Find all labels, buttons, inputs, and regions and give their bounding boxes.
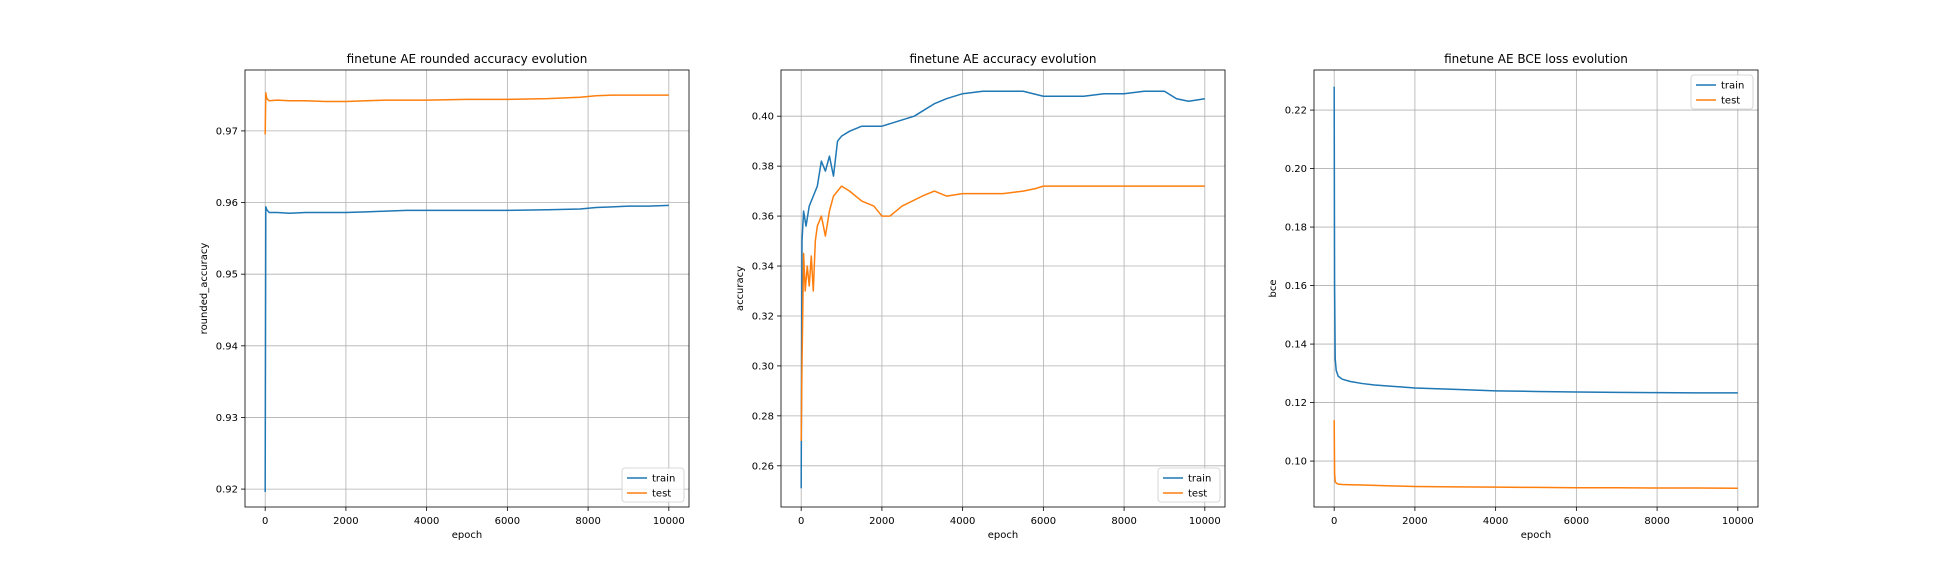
x-tick-label: 4000	[414, 516, 439, 527]
y-tick-label: 0.40	[752, 112, 774, 123]
x-tick-label: 8000	[1111, 516, 1136, 527]
y-tick-label: 0.26	[752, 461, 774, 472]
chart-title: finetune AE BCE loss evolution	[1444, 52, 1628, 66]
series-line-test	[800, 185, 1205, 441]
y-axis-label: rounded_accuracy	[199, 243, 210, 335]
x-tick-label: 2000	[1402, 516, 1427, 527]
chart-title: finetune AE accuracy evolution	[910, 52, 1097, 66]
x-tick-label: 0	[1331, 516, 1337, 527]
legend-label-train: train	[1188, 474, 1211, 485]
x-tick-label: 0	[798, 516, 804, 527]
y-tick-label: 0.36	[752, 212, 774, 223]
y-tick-label: 0.16	[1285, 281, 1307, 292]
y-axis-label: accuracy	[735, 266, 746, 311]
legend-label-train: train	[1721, 81, 1744, 92]
y-tick-label: 0.22	[1285, 106, 1307, 117]
x-tick-label: 6000	[1031, 516, 1056, 527]
y-tick-label: 0.95	[216, 270, 238, 281]
y-tick-label: 0.20	[1285, 164, 1307, 175]
series-line-test	[264, 92, 669, 135]
x-tick-label: 0	[262, 516, 268, 527]
y-tick-label: 0.10	[1285, 457, 1307, 468]
y-tick-label: 0.28	[752, 411, 774, 422]
y-tick-label: 0.32	[752, 311, 774, 322]
legend: train test	[1157, 467, 1221, 503]
legend-label-test: test	[1188, 489, 1207, 500]
y-tick-label: 0.12	[1285, 398, 1307, 409]
y-axis-label: bce	[1268, 280, 1279, 298]
x-tick-label: 8000	[575, 516, 600, 527]
x-axis-label: epoch	[452, 530, 482, 541]
y-tick-label: 0.97	[216, 126, 238, 137]
series-line-test	[1333, 420, 1738, 490]
legend: train test	[621, 467, 685, 503]
series-line-train	[800, 90, 1205, 489]
x-tick-label: 2000	[333, 516, 358, 527]
legend-label-train: train	[652, 474, 675, 485]
y-tick-label: 0.94	[216, 341, 238, 352]
axes-frame	[1313, 69, 1759, 508]
x-axis-label: epoch	[988, 530, 1018, 541]
y-tick-label: 0.14	[1285, 340, 1307, 351]
x-tick-label: 4000	[950, 516, 975, 527]
legend-label-test: test	[652, 489, 671, 500]
series-line-train	[264, 204, 669, 492]
chart-3: 0 2000 4000 6000 8000 10000 0.10 0.12 0.14 0.16 0.…	[1268, 52, 1759, 541]
x-tick-label: 10000	[1189, 516, 1221, 527]
y-tick-label: 0.30	[752, 361, 774, 372]
axes-frame	[244, 69, 690, 508]
x-tick-label: 10000	[653, 516, 685, 527]
y-tick-label: 0.92	[216, 485, 238, 496]
y-tick-label: 0.34	[752, 262, 774, 273]
x-tick-label: 6000	[1564, 516, 1589, 527]
y-tick-label: 0.96	[216, 198, 238, 209]
series-line-train	[1333, 86, 1738, 394]
y-tick-label: 0.38	[752, 162, 774, 173]
x-tick-label: 2000	[869, 516, 894, 527]
chart-2: 0 2000 4000 6000 8000 10000 0.26 0.28 0.30 0.32 0.…	[735, 52, 1226, 541]
y-tick-label: 0.93	[216, 413, 238, 424]
x-tick-label: 6000	[495, 516, 520, 527]
x-tick-label: 4000	[1483, 516, 1508, 527]
legend-label-test: test	[1721, 96, 1740, 107]
axes-frame	[780, 69, 1226, 508]
y-tick-label: 0.18	[1285, 223, 1307, 234]
chart-title: finetune AE rounded accuracy evolution	[347, 52, 588, 66]
legend: train test	[1690, 74, 1754, 110]
x-axis-label: epoch	[1521, 530, 1551, 541]
x-tick-label: 10000	[1722, 516, 1754, 527]
chart-1: 0 2000 4000 6000 8000 10000 0.92 0.93 0.94 0.95 0.…	[199, 52, 690, 541]
x-tick-label: 8000	[1644, 516, 1669, 527]
